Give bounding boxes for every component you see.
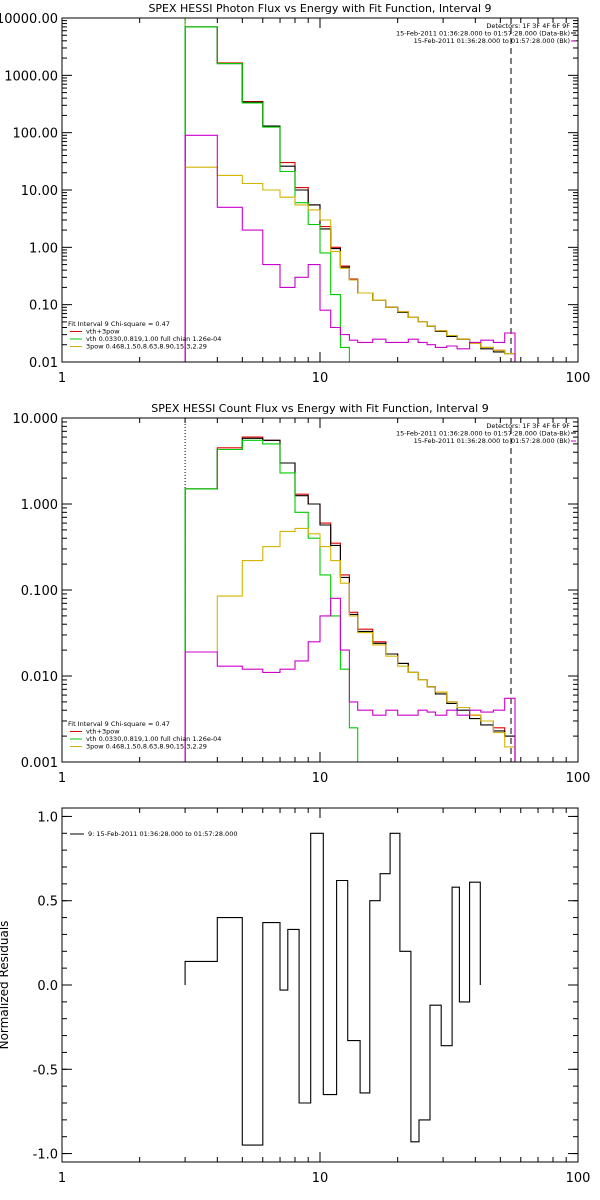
legend-entry: 3pow 0.468,1.50,8.63,8.90,15.3,2.29	[86, 343, 207, 351]
y-tick-label: 0.0	[37, 979, 58, 994]
plot-frame	[61, 17, 579, 363]
x-tick-label: 100	[566, 371, 591, 386]
series-line-5	[184, 597, 516, 762]
y-tick-label: -1.0	[33, 1148, 58, 1163]
legend-entry: 3pow 0.468,1.50,8.63,8.90,15.3,2.29	[86, 743, 207, 751]
y-axis-label: Normalized Residuals	[0, 921, 11, 1050]
y-tick-label: 1.000	[21, 498, 58, 513]
x-tick-label: 10	[312, 371, 329, 386]
x-tick-label: 1	[58, 371, 66, 386]
chart-title: SPEX HESSI Count Flux vs Energy with Fit…	[151, 402, 488, 415]
plot-area	[184, 26, 516, 362]
x-tick-label: 1	[58, 1171, 66, 1186]
legend-entry: Fit Interval 9 Chi-square = 0.47	[68, 320, 170, 328]
annotation-right: 15-Feb-2011 01:36:28.000 to 01:57:28.000…	[396, 430, 570, 438]
y-tick-label: 10000.00	[0, 12, 58, 27]
legend-entry: vth 0.0330,0.819,1.00 full chian 1.26e-0…	[86, 735, 221, 743]
plot-frame	[61, 417, 579, 763]
plot-area	[184, 832, 481, 1146]
y-tick-label: 0.001	[21, 756, 58, 771]
y-tick-label: 1.0	[37, 810, 58, 825]
series-line-1	[184, 832, 481, 1146]
y-tick-label: 1.00	[29, 241, 58, 256]
annotation-right: Detectors: 1F 3F 4F 6F 9F	[486, 422, 570, 430]
annotation-right: 15-Feb-2011 01:36:28.000 to 01:57:28.000…	[396, 30, 570, 38]
y-tick-label: 0.10	[29, 299, 58, 314]
annotation-right: Detectors: 1F 3F 4F 6F 9F	[486, 22, 570, 30]
y-tick-label: 0.5	[37, 895, 58, 910]
plot-area	[184, 436, 525, 762]
y-tick-label: 10.00	[21, 184, 58, 199]
series-line-2	[184, 437, 516, 762]
series-line-1	[184, 436, 516, 762]
chart-3: Normalized Residuals 1 10 100 1.0 0.5 0.0 -0.5 -…	[0, 807, 591, 1186]
series-line-2	[184, 26, 516, 362]
series-line-3	[184, 26, 350, 362]
series-line-1	[184, 26, 516, 362]
legend-entry: vth 0.0330,0.819,1.00 full chian 1.26e-0…	[86, 335, 221, 343]
series-line-3	[184, 439, 359, 762]
chart-1: SPEX HESSI Photon Flux vs Energy with Fi…	[0, 2, 591, 386]
x-tick-label: 10	[312, 1171, 329, 1186]
x-tick-label: 100	[566, 1171, 591, 1186]
y-tick-label: 10.000	[13, 412, 59, 427]
y-tick-label: 0.01	[29, 356, 58, 371]
legend-entry: 9: 15-Feb-2011 01:36:28.000 to 01:57:28.…	[88, 830, 237, 838]
y-tick-label: 0.010	[21, 670, 58, 685]
legend-entry: vth+3pow	[86, 328, 120, 336]
x-tick-label: 100	[566, 771, 591, 786]
legend-entry: vth+3pow	[86, 728, 120, 736]
chart-2: SPEX HESSI Count Flux vs Energy with Fit…	[13, 402, 591, 786]
legend-entry: Fit Interval 9 Chi-square = 0.47	[68, 720, 170, 728]
chart-title: SPEX HESSI Photon Flux vs Energy with Fi…	[148, 2, 491, 15]
series-line-4	[184, 166, 516, 362]
y-tick-label: 100.00	[13, 127, 59, 142]
annotation-right: 15-Feb-2011 01:36:28.000 to 01:57:28.000…	[414, 437, 570, 445]
y-tick-label: -0.5	[33, 1063, 58, 1078]
x-tick-label: 1	[58, 771, 66, 786]
series-line-4	[184, 527, 525, 762]
series-line-5	[184, 134, 516, 362]
annotation-right: 15-Feb-2011 01:36:28.000 to 01:57:28.000…	[414, 37, 570, 45]
plot-frame	[61, 807, 579, 1163]
y-tick-label: 0.100	[21, 584, 58, 599]
x-tick-label: 10	[312, 771, 329, 786]
y-tick-label: 1000.00	[4, 69, 58, 84]
